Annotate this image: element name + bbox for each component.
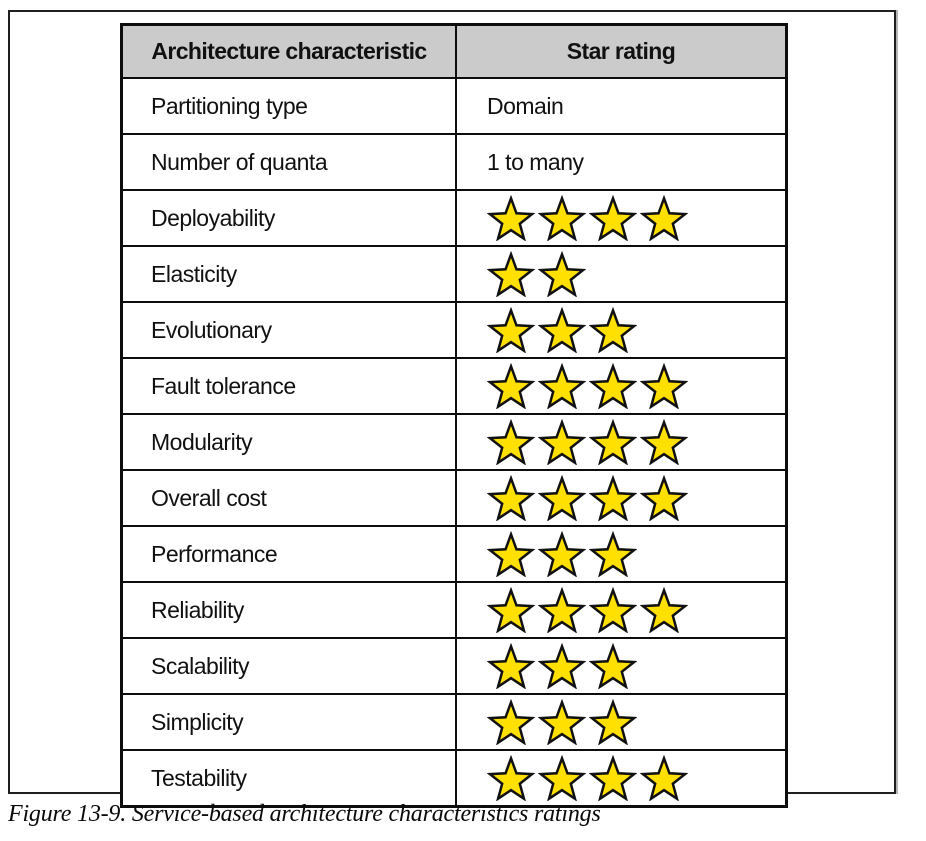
star-icon bbox=[538, 755, 586, 801]
star-icon bbox=[538, 307, 586, 353]
star-icon bbox=[487, 251, 535, 297]
star-rating bbox=[487, 474, 785, 522]
rating-value bbox=[455, 413, 788, 471]
star-icon bbox=[487, 307, 535, 353]
rating-value bbox=[455, 469, 788, 527]
star-rating bbox=[487, 306, 785, 354]
characteristic-label: Deployability bbox=[120, 189, 457, 247]
star-icon bbox=[538, 531, 586, 577]
star-rating bbox=[487, 754, 785, 802]
star-icon bbox=[487, 475, 535, 521]
rating-value: Domain bbox=[455, 77, 788, 135]
characteristic-label: Modularity bbox=[120, 413, 457, 471]
rating-value bbox=[455, 357, 788, 415]
star-icon bbox=[640, 419, 688, 465]
star-icon bbox=[487, 531, 535, 577]
star-icon bbox=[589, 363, 637, 409]
star-icon bbox=[538, 363, 586, 409]
star-icon bbox=[589, 307, 637, 353]
table-row: Modularity bbox=[120, 413, 788, 471]
star-icon bbox=[589, 587, 637, 633]
star-icon bbox=[487, 419, 535, 465]
characteristic-label: Overall cost bbox=[120, 469, 457, 527]
characteristic-label: Simplicity bbox=[120, 693, 457, 751]
table-row: Evolutionary bbox=[120, 301, 788, 359]
star-icon bbox=[487, 363, 535, 409]
table-row: Elasticity bbox=[120, 245, 788, 303]
characteristic-label: Testability bbox=[120, 749, 457, 808]
star-icon bbox=[487, 699, 535, 745]
table-row: Reliability bbox=[120, 581, 788, 639]
star-icon bbox=[589, 419, 637, 465]
star-icon bbox=[538, 251, 586, 297]
star-icon bbox=[640, 587, 688, 633]
characteristic-label: Evolutionary bbox=[120, 301, 457, 359]
characteristic-label: Number of quanta bbox=[120, 133, 457, 191]
star-rating bbox=[487, 530, 785, 578]
column-header-characteristic: Architecture characteristic bbox=[120, 23, 457, 79]
table-row: Scalability bbox=[120, 637, 788, 695]
rating-value bbox=[455, 525, 788, 583]
star-icon bbox=[640, 475, 688, 521]
star-rating bbox=[487, 362, 785, 410]
star-icon bbox=[487, 755, 535, 801]
table-row: Performance bbox=[120, 525, 788, 583]
rating-value bbox=[455, 245, 788, 303]
rating-value: 1 to many bbox=[455, 133, 788, 191]
star-icon bbox=[589, 531, 637, 577]
table-row: Number of quanta 1 to many bbox=[120, 133, 788, 191]
star-icon bbox=[538, 195, 586, 241]
characteristic-label: Reliability bbox=[120, 581, 457, 639]
star-rating bbox=[487, 586, 785, 634]
rating-value bbox=[455, 637, 788, 695]
characteristic-label: Elasticity bbox=[120, 245, 457, 303]
rating-value bbox=[455, 581, 788, 639]
star-icon bbox=[538, 643, 586, 689]
table-row: Partitioning type Domain bbox=[120, 77, 788, 135]
star-rating bbox=[487, 418, 785, 466]
star-rating bbox=[487, 698, 785, 746]
star-icon bbox=[487, 195, 535, 241]
star-icon bbox=[538, 587, 586, 633]
table-row: Fault tolerance bbox=[120, 357, 788, 415]
star-rating bbox=[487, 642, 785, 690]
star-icon bbox=[589, 755, 637, 801]
star-icon bbox=[589, 699, 637, 745]
star-rating bbox=[487, 250, 785, 298]
rating-value bbox=[455, 189, 788, 247]
star-icon bbox=[487, 587, 535, 633]
star-icon bbox=[589, 475, 637, 521]
star-icon bbox=[640, 195, 688, 241]
figure-frame: Architecture characteristic Star rating … bbox=[8, 10, 896, 808]
star-icon bbox=[589, 195, 637, 241]
column-header-star-rating: Star rating bbox=[455, 23, 788, 79]
characteristic-label: Performance bbox=[120, 525, 457, 583]
star-icon bbox=[640, 755, 688, 801]
figure-caption: Figure 13-9. Service-based architecture … bbox=[8, 801, 601, 827]
architecture-ratings-table: Architecture characteristic Star rating … bbox=[120, 23, 788, 808]
star-icon bbox=[538, 475, 586, 521]
star-icon bbox=[487, 643, 535, 689]
table-row: Deployability bbox=[120, 189, 788, 247]
rating-value bbox=[455, 749, 788, 808]
table-header-row: Architecture characteristic Star rating bbox=[120, 23, 788, 79]
characteristic-label: Partitioning type bbox=[120, 77, 457, 135]
characteristic-label: Scalability bbox=[120, 637, 457, 695]
star-icon bbox=[538, 419, 586, 465]
star-icon bbox=[589, 643, 637, 689]
table-row: Testability bbox=[120, 749, 788, 808]
rating-value bbox=[455, 693, 788, 751]
table-row: Simplicity bbox=[120, 693, 788, 751]
table-row: Overall cost bbox=[120, 469, 788, 527]
characteristic-label: Fault tolerance bbox=[120, 357, 457, 415]
star-icon bbox=[538, 699, 586, 745]
rating-value bbox=[455, 301, 788, 359]
star-rating bbox=[487, 194, 785, 242]
star-icon bbox=[640, 363, 688, 409]
